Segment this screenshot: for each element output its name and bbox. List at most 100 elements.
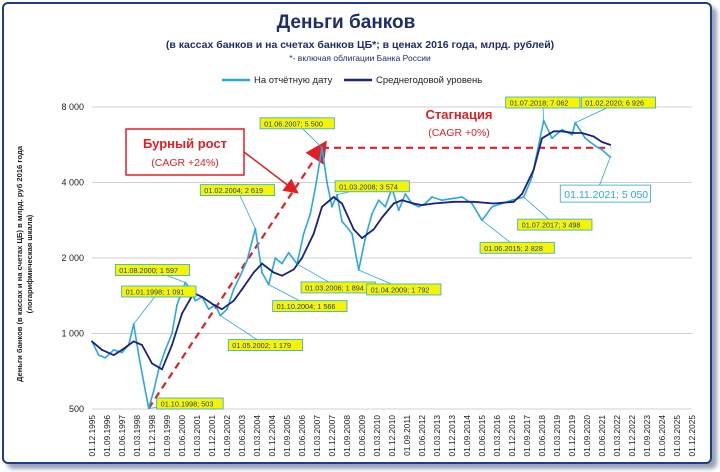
series-point: [412, 202, 415, 205]
x-tick-label: 01.09.2014: [462, 415, 472, 457]
series-point: [326, 181, 328, 184]
y-axis-title-line1: Деньги банков (в кассах и на счетах ЦБ) …: [15, 145, 24, 382]
series-point: [341, 202, 343, 205]
series-lines: [91, 119, 612, 410]
series-point: [601, 141, 603, 143]
x-tick-label: 01.09.2023: [642, 415, 652, 457]
x-tick-label: 01.06.2015: [477, 415, 487, 457]
boom-cagr: (CAGR +24%): [151, 157, 218, 169]
series-point: [461, 196, 463, 198]
series-point: [112, 349, 115, 351]
series-point: [104, 356, 107, 359]
legend: На отчётную дату Среднегодовой уровень: [222, 75, 482, 86]
x-tick-label: 01.06.2012: [417, 415, 427, 457]
series-point: [332, 196, 335, 198]
series-point: [431, 196, 433, 198]
callout-label: 01.03.2008; 3 574: [339, 182, 398, 191]
callout-box: [505, 96, 581, 109]
x-tick-label: 01.03.2001: [192, 415, 202, 457]
x-tick-label: 01.03.1998: [132, 415, 142, 457]
boom-box: [125, 128, 245, 176]
series-point: [601, 148, 603, 151]
y-axis-title-line2: (логарифмическая шкала): [25, 214, 34, 313]
callout-label: 01.11.2021; 5 050: [564, 189, 648, 201]
x-tick-label: 01.12.2025: [687, 415, 697, 457]
series-point: [121, 351, 123, 354]
callout-label: 01.07.2017; 3 498: [522, 221, 581, 230]
callout-label: 01.02.2004; 2 619: [204, 186, 263, 195]
series-point: [351, 232, 353, 235]
callout-label: 01.04.2009; 1 792: [371, 285, 430, 294]
series-point: [232, 288, 235, 291]
x-tick-label: 01.09.2005: [282, 415, 292, 457]
chart-title: Деньги банков: [277, 12, 416, 33]
x-tick-label: 01.09.2008: [342, 415, 352, 457]
y-axis-title: Деньги банков (в кассах и на счетах ЦБ) …: [15, 145, 34, 382]
x-tick-label: 01.12.2013: [447, 415, 457, 457]
series-point: [491, 205, 493, 208]
series-point: [572, 132, 575, 134]
series-point: [151, 362, 153, 365]
series-point: [152, 390, 155, 392]
chart-note: *- включая облигации Банка России: [289, 53, 431, 63]
stag-title: Стагнация: [425, 107, 492, 122]
x-tick-label: 01.12.2001: [207, 415, 217, 457]
chart-frame: Деньги банков (в кассах банков и на счет…: [2, 2, 712, 464]
x-tick-label: 01.12.2004: [267, 415, 277, 457]
callout-label: 01.08.2000; 1 597: [119, 266, 178, 275]
callout-box: [227, 339, 303, 351]
x-tick-label: 01.03.2025: [672, 415, 682, 457]
callout-leader: [237, 189, 256, 229]
chart-svg: Деньги банков (в кассах банков и на счет…: [15, 12, 697, 457]
callout-box: [259, 117, 335, 130]
x-tick-label: 01.09.2011: [402, 415, 412, 456]
series-point: [384, 205, 387, 208]
series-point: [472, 200, 475, 203]
x-tick-label: 01.03.2019: [552, 415, 562, 457]
series-point: [347, 228, 350, 231]
series-point: [417, 205, 420, 208]
y-tick-label: 500: [69, 404, 84, 414]
legend-label-series2: Среднегодовой уровень: [376, 75, 482, 86]
series-point: [97, 354, 100, 357]
callout-label: 01.07.2018; 7 062: [510, 99, 569, 108]
y-tick-labels: 500 1 000 2 000 4 000 8 000: [61, 102, 84, 414]
series-point: [132, 340, 135, 343]
callout-label: 01.06.2015; 2 828: [484, 244, 543, 253]
series-point: [302, 232, 305, 235]
series-point: [252, 271, 255, 274]
callout-box: [517, 218, 593, 231]
series-point: [352, 228, 355, 231]
series-point: [101, 349, 103, 351]
series-point: [541, 137, 543, 140]
callouts: 01.10.1998; 503 01.01.1998; 1 091 01.08.20…: [114, 96, 656, 410]
x-tick-label: 01.12.2016: [507, 415, 517, 457]
series-point: [471, 202, 473, 205]
series-point: [176, 304, 178, 306]
x-tick-label: 01.12.2010: [387, 415, 397, 457]
x-tick-label: 01.06.2003: [237, 415, 247, 457]
series-point: [292, 268, 295, 271]
x-tick-label: 01.06.2006: [297, 415, 307, 457]
series-point: [91, 340, 93, 343]
x-tick-label: 01.06.2000: [177, 415, 187, 457]
y-tick-label: 8 000: [61, 102, 84, 112]
x-tick-label: 01.06.2009: [357, 415, 367, 457]
series-point: [441, 199, 443, 202]
series-point: [364, 237, 367, 240]
stag-cagr: (CAGR +0%): [428, 127, 490, 139]
x-tick-label: 01.03.2010: [372, 415, 382, 457]
series-point: [401, 199, 403, 202]
series-point: [239, 274, 242, 277]
series-point: [432, 202, 435, 205]
series-point: [451, 197, 453, 200]
callout-box: [580, 96, 656, 109]
x-tick-label: 01.09.2002: [222, 415, 232, 457]
series-point: [377, 199, 380, 202]
series-point: [371, 212, 373, 215]
x-tick-label: 01.12.2022: [627, 415, 637, 457]
series-point: [561, 130, 563, 133]
series-point: [532, 168, 535, 171]
series-point: [194, 299, 197, 302]
series-point: [584, 137, 587, 140]
